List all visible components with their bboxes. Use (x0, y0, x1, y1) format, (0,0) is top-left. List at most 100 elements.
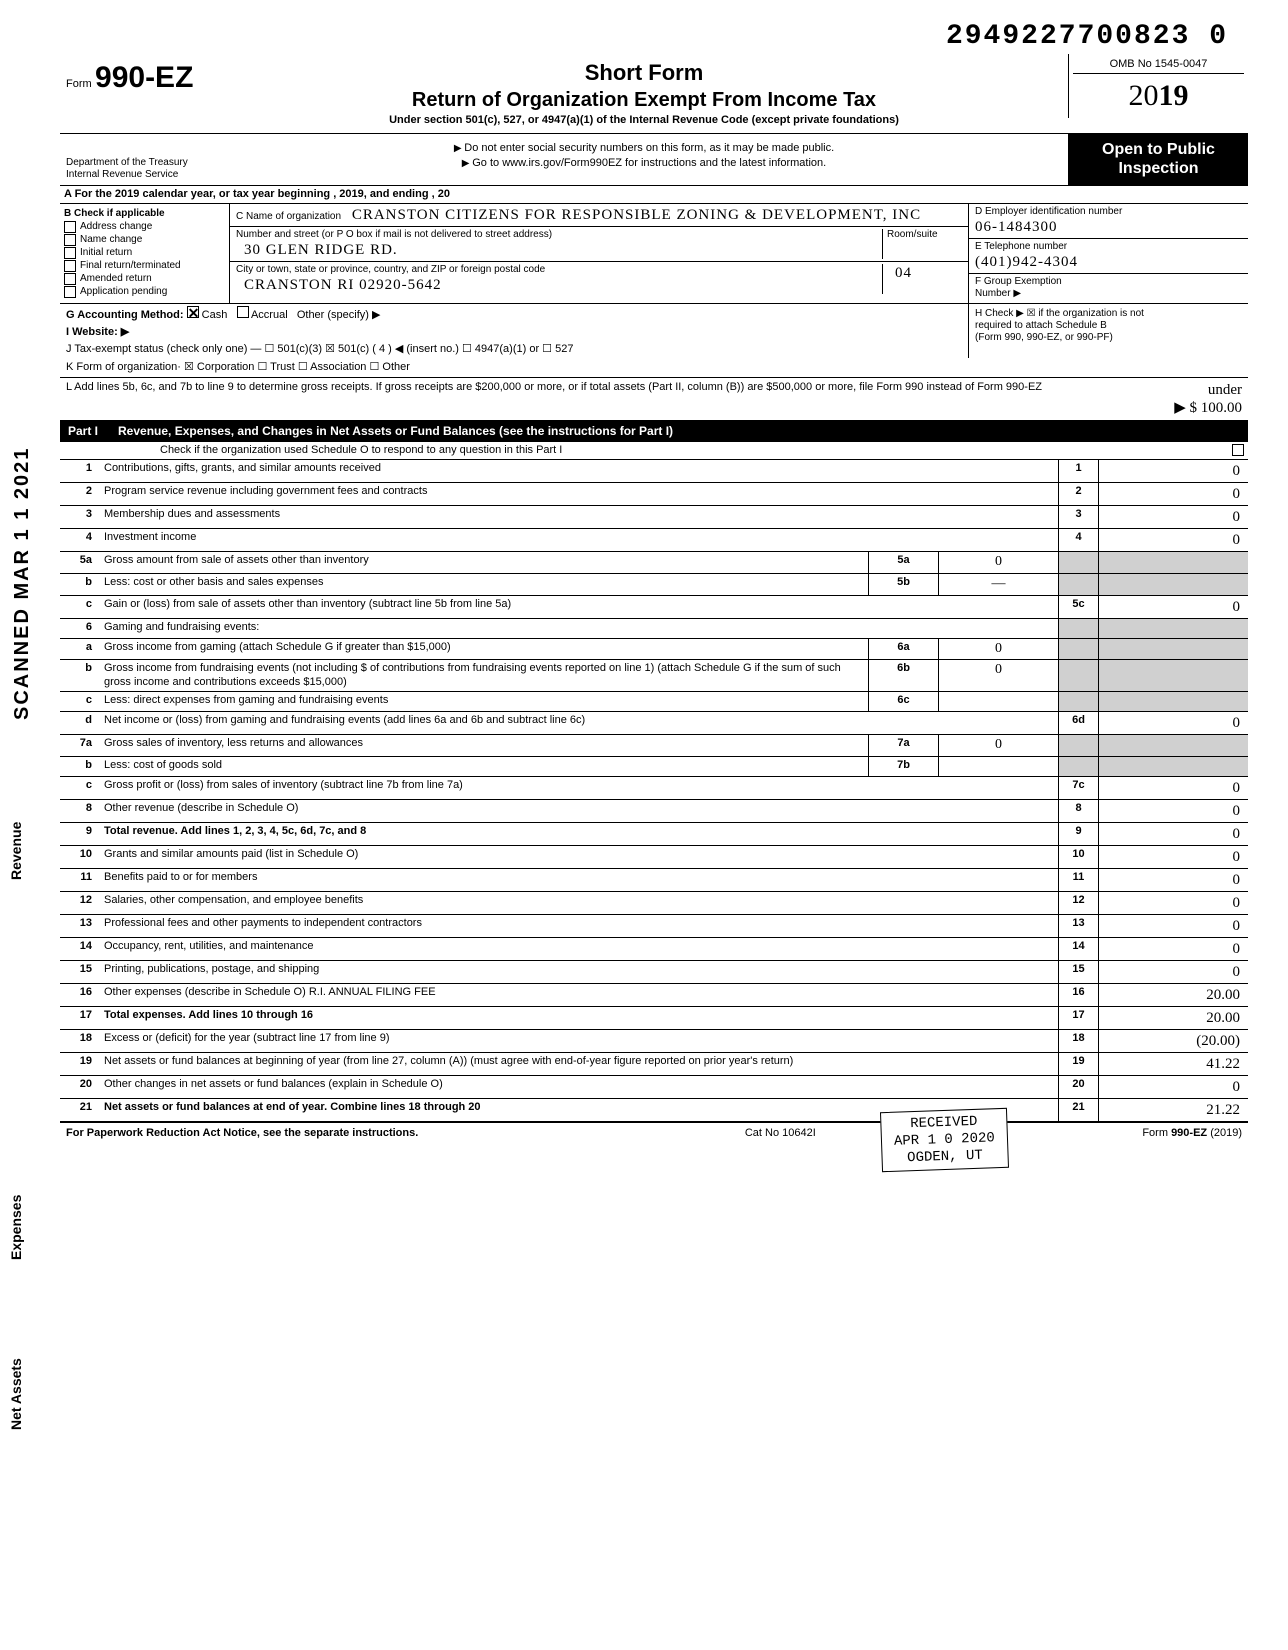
row-description: Gross profit or (loss) from sales of inv… (100, 777, 1058, 799)
row-number: 20 (60, 1076, 100, 1098)
row-number: 2 (60, 483, 100, 505)
received-stamp: RECEIVED APR 1 0 2020 OGDEN, UT (880, 1108, 1009, 1173)
table-row: 19Net assets or fund balances at beginni… (60, 1053, 1248, 1076)
right-value: 0 (1098, 1076, 1248, 1098)
phone-value: (401)942-4304 (975, 253, 1242, 271)
row-description: Total revenue. Add lines 1, 2, 3, 4, 5c,… (100, 823, 1058, 845)
row-number: b (60, 574, 100, 595)
row-description: Benefits paid to or for members (100, 869, 1058, 891)
main-grid: 1Contributions, gifts, grants, and simil… (60, 460, 1248, 1122)
row-number: 15 (60, 961, 100, 983)
right-value: 41.22 (1098, 1053, 1248, 1075)
cb-initial-return[interactable] (64, 247, 76, 259)
row-description: Less: cost of goods sold (100, 757, 868, 776)
table-row: 18Excess or (deficit) for the year (subt… (60, 1030, 1248, 1053)
group-exempt-label: F Group Exemption (975, 276, 1242, 288)
right-value (1098, 552, 1248, 573)
sec-l-under: under (1062, 381, 1242, 399)
row-number: 6 (60, 619, 100, 638)
entity-block: B Check if applicable Address change Nam… (60, 204, 1248, 304)
cb-amended[interactable] (64, 273, 76, 285)
lbl-name-change: Name change (80, 234, 142, 246)
row-number: 13 (60, 915, 100, 937)
sec-l: L Add lines 5b, 6c, and 7b to line 9 to … (60, 378, 1248, 421)
dept-irs: Internal Revenue Service (66, 169, 214, 181)
row-description: Professional fees and other payments to … (100, 915, 1058, 937)
right-value: 21.22 (1098, 1099, 1248, 1121)
sec-i: I Website: ▶ (66, 326, 129, 338)
inner-value: 0 (938, 660, 1058, 690)
right-value: 0 (1098, 869, 1248, 891)
table-row: cGain or (loss) from sale of assets othe… (60, 596, 1248, 619)
cb-accrual[interactable] (237, 306, 249, 318)
inner-line-number: 7a (868, 735, 938, 756)
short-form-title: Short Form (228, 60, 1060, 86)
row-number: 8 (60, 800, 100, 822)
right-line-number: 7c (1058, 777, 1098, 799)
main-title: Return of Organization Exempt From Incom… (228, 88, 1060, 112)
right-value (1098, 639, 1248, 660)
row-description: Membership dues and assessments (100, 506, 1058, 528)
form-header: Form 990-EZ Short Form Return of Organiz… (60, 54, 1248, 135)
form-header-2: Department of the Treasury Internal Reve… (60, 134, 1248, 185)
right-line-number (1058, 639, 1098, 660)
year-bold: 19 (1159, 79, 1189, 112)
inner-line-number: 5b (868, 574, 938, 595)
right-value: 0 (1098, 596, 1248, 618)
right-line-number: 14 (1058, 938, 1098, 960)
right-value (1098, 660, 1248, 690)
right-value (1098, 735, 1248, 756)
table-row: 13Professional fees and other payments t… (60, 915, 1248, 938)
part1-header: Part I Revenue, Expenses, and Changes in… (60, 421, 1248, 441)
right-value: 0 (1098, 800, 1248, 822)
lbl-other-method: Other (specify) ▶ (297, 309, 381, 321)
right-value: 0 (1098, 823, 1248, 845)
right-value: 20.00 (1098, 984, 1248, 1006)
part1-title: Revenue, Expenses, and Changes in Net As… (118, 424, 673, 438)
right-value: 0 (1098, 892, 1248, 914)
inner-value: 0 (938, 639, 1058, 660)
row-description: Net assets or fund balances at beginning… (100, 1053, 1058, 1075)
sec-l-value: ▶ $ 100.00 (1062, 399, 1242, 417)
row-number: 1 (60, 460, 100, 482)
addr-label: Number and street (or P O box if mail is… (236, 229, 882, 241)
part1-label: Part I (68, 424, 98, 438)
cb-address-change[interactable] (64, 221, 76, 233)
row-description: Net income or (loss) from gaming and fun… (100, 712, 1058, 734)
org-name-label: C Name of organization (236, 211, 341, 222)
tab-expenses: Expenses (8, 1195, 25, 1260)
right-line-number: 9 (1058, 823, 1098, 845)
right-line-number: 10 (1058, 846, 1098, 868)
org-name-value: CRANSTON CITIZENS FOR RESPONSIBLE ZONING… (352, 207, 921, 223)
table-row: 11Benefits paid to or for members110 (60, 869, 1248, 892)
right-value: 0 (1098, 961, 1248, 983)
row-description: Less: cost or other basis and sales expe… (100, 574, 868, 595)
cb-cash[interactable] (187, 306, 199, 318)
row-description: Total expenses. Add lines 10 through 16 (100, 1007, 1058, 1029)
right-value: 0 (1098, 506, 1248, 528)
row-number: d (60, 712, 100, 734)
sec-h-2: required to attach Schedule B (975, 320, 1242, 332)
cb-final-return[interactable] (64, 260, 76, 272)
right-line-number: 17 (1058, 1007, 1098, 1029)
table-row: 10Grants and similar amounts paid (list … (60, 846, 1248, 869)
table-row: 2Program service revenue including gover… (60, 483, 1248, 506)
document-number: 2949227700823 0 (60, 20, 1248, 54)
right-line-number: 20 (1058, 1076, 1098, 1098)
lbl-accrual: Accrual (251, 309, 288, 321)
inner-value: 0 (938, 735, 1058, 756)
right-line-number: 16 (1058, 984, 1098, 1006)
cb-name-change[interactable] (64, 234, 76, 246)
form-number: 990-EZ (95, 61, 193, 94)
city-value: CRANSTON RI 02920-5642 (244, 277, 442, 293)
right-line-number (1058, 757, 1098, 776)
right-line-number (1058, 552, 1098, 573)
cb-app-pending[interactable] (64, 286, 76, 298)
row-number: c (60, 596, 100, 618)
right-value: 0 (1098, 915, 1248, 937)
goto-instructions: Go to www.irs.gov/Form990EZ for instruct… (226, 157, 1062, 170)
inner-value (938, 757, 1058, 776)
right-line-number: 5c (1058, 596, 1098, 618)
row-number: 19 (60, 1053, 100, 1075)
cb-schedule-o[interactable] (1232, 444, 1244, 456)
